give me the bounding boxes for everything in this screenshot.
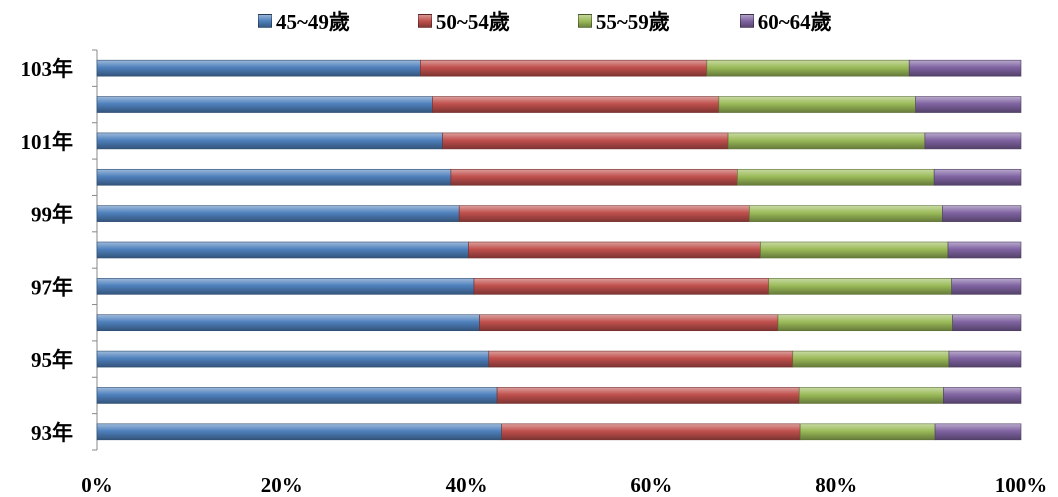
legend-item: 60~64歲 [739,6,832,36]
bar-segment [496,387,800,404]
category-labels: 103年 101年 99年 97年 95年 93年 [21,57,74,445]
bar-segment [96,387,498,404]
bar-segment [468,241,761,259]
bar-segment [942,205,1022,222]
bar-segment [420,59,708,77]
bar-segment [737,168,935,186]
bars [96,59,1022,441]
bar-segment [760,241,949,259]
category-label: 99年 [31,203,73,227]
legend-swatch [739,14,754,28]
bar-segment [432,96,720,113]
bar-segment [952,314,1022,332]
bar-segment [915,96,1022,113]
bar-segment [96,59,421,77]
bar-segment [706,59,910,77]
category-label: 93年 [31,421,73,445]
bar-segment [501,423,801,441]
bar-segment [96,205,460,222]
legend-label: 55~59歲 [595,10,670,34]
bar-segment [473,278,770,295]
bar-segment [96,350,490,368]
bar-segment [479,314,779,332]
x-tick-label: 60% [630,473,672,497]
x-tick-labels: 0% 20% 40% 60% 80% 100% [81,473,1047,497]
bar-segment [792,350,950,368]
x-tick-label: 80% [815,473,857,497]
bar-segment [96,132,443,150]
bar-segment [96,278,475,295]
bar-segment [458,205,750,222]
x-tick-label: 40% [446,473,488,497]
x-tick-label: 20% [261,473,303,497]
bar-segment [96,96,433,113]
bar-segment [768,278,952,295]
bar-segment [96,168,452,186]
bar-segment [450,168,738,186]
bar-segment [749,205,943,222]
legend-item: 45~49歲 [258,6,350,36]
bar-segment [947,241,1022,259]
bar-segment [96,241,469,259]
bar-segment [951,278,1022,295]
bar-segment [96,314,480,332]
bar-segment [799,423,936,441]
legend-swatch [258,14,272,28]
legend-label: 50~54歲 [435,10,510,34]
bar-segment [924,132,1022,150]
bar-segment [442,132,729,150]
bar-segment [727,132,926,150]
legend-label: 60~64歲 [757,10,832,34]
bar-segment [948,350,1022,368]
bar-segment [718,96,916,113]
legend-swatch [577,14,592,28]
bar-segment [96,423,503,441]
x-tick-label: 100% [995,473,1048,497]
bar-segment [798,387,944,404]
bar-segment [934,423,1022,441]
x-tick-label: 0% [81,473,113,497]
bar-segment [488,350,794,368]
bar-segment [908,59,1022,77]
legend-label: 45~49歲 [276,10,350,34]
category-label: 97年 [31,275,73,299]
category-label: 103年 [21,57,74,81]
legend-item: 55~59歲 [577,6,670,36]
legend: 45~49歲 50~54歲 55~59歲 60~64歲 [258,6,832,36]
legend-item: 50~54歲 [417,6,510,36]
bar-segment [777,314,953,332]
bar-segment [933,168,1022,186]
axes [92,49,98,451]
bar-segment [943,387,1022,404]
category-label: 101年 [21,130,74,154]
category-label: 95年 [31,348,73,372]
legend-swatch [417,14,432,28]
